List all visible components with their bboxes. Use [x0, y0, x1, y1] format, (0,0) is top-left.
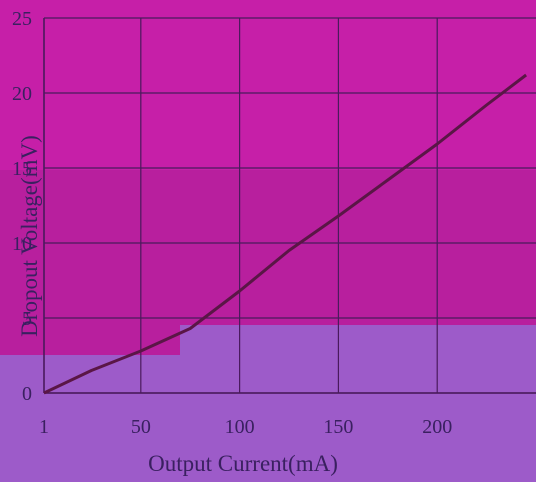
background-band-mid — [0, 170, 536, 325]
y-tick-label: 10 — [12, 233, 32, 255]
background-band-top — [0, 0, 536, 170]
x-axis-label: Output Current(mA) — [148, 451, 338, 476]
x-tick-label: 1 — [39, 416, 49, 438]
x-tick-label: 150 — [323, 416, 353, 438]
background-band-low — [0, 325, 180, 355]
y-axis-label: Dropout Voltage(mV) — [17, 135, 42, 337]
y-tick-labels: 0 5 10 15 20 25 — [12, 8, 32, 405]
chart-grid — [43, 17, 536, 394]
x-tick-labels: 1 50 100 150 200 — [39, 416, 452, 438]
y-tick-label: 0 — [22, 383, 32, 405]
y-tick-label: 15 — [12, 158, 32, 180]
x-tick-label: 50 — [131, 416, 151, 438]
y-tick-label: 25 — [12, 8, 32, 30]
x-tick-label: 200 — [422, 416, 452, 438]
x-tick-label: 100 — [225, 416, 255, 438]
y-tick-label: 5 — [22, 308, 32, 330]
chart-series — [43, 73, 528, 395]
y-tick-label: 20 — [12, 83, 32, 105]
series-line-0 — [43, 73, 528, 395]
